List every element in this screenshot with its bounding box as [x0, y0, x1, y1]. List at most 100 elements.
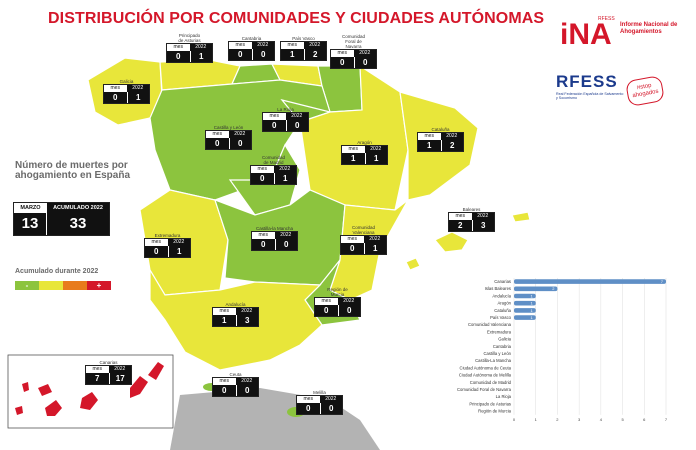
bar [514, 315, 536, 320]
canarias-islands [15, 362, 164, 416]
region-values: mes 2022 0 0 [212, 377, 259, 397]
region-values: mes 2022 0 0 [228, 41, 275, 61]
region-name: Galicia [119, 79, 134, 84]
bar [514, 279, 666, 284]
legend-swatch: + [87, 281, 111, 290]
region-values: mes 2022 0 0 [330, 49, 377, 69]
month-value: 1 [281, 49, 304, 60]
north-africa-shape [170, 388, 380, 450]
category-label: La Rioja [496, 394, 512, 399]
acum-value: 1 [273, 173, 296, 184]
month-value: 0 [263, 120, 286, 131]
category-label: Castilla-La Mancha [475, 358, 512, 363]
category-label: Galicia [498, 337, 511, 342]
acum-value: 2 [440, 140, 463, 151]
acum-value: 1 [126, 92, 149, 103]
acum-value: 3 [235, 315, 258, 326]
acum-value: 0 [274, 239, 297, 250]
month-value: 0 [252, 239, 275, 250]
ina-sup-text: RFESS [598, 16, 615, 22]
region-values: mes 2022 1 2 [280, 41, 327, 61]
mes-label: mes [92, 366, 102, 372]
bar [514, 300, 536, 306]
month-value: 0 [167, 51, 190, 62]
legend-title: Acumulado durante 2022 [15, 268, 99, 275]
summary-box: MARZO ACUMULADO 2022 13 33 [13, 202, 110, 236]
category-label: Aragón [497, 301, 511, 306]
region-values: mes 2022 1 1 [341, 145, 388, 165]
region-navarra: Comunidad Foral de Navarra mes 2022 0 0 [330, 34, 377, 69]
region-name: Comunidad Valenciana [351, 225, 375, 235]
summary-month-value: 13 [14, 213, 47, 235]
region-values: mes 2022 0 0 [251, 231, 298, 251]
mes-label: mes [219, 378, 229, 384]
region-name: Melilla [313, 390, 326, 395]
page-title: DISTRIBUCIÓN POR COMUNIDADES Y CIUDADES … [48, 10, 545, 27]
region-madrid: Comunidad de Madrid mes 2022 0 1 [250, 155, 297, 185]
x-tick-label: 2 [556, 417, 559, 422]
year-label: 2022 [235, 378, 258, 385]
year-label: 2022 [337, 298, 360, 305]
month-value: 0 [145, 246, 168, 257]
region-values: mes 2022 0 1 [103, 84, 150, 104]
legend-swatch [63, 281, 87, 290]
region-name: Comunidad de Madrid [261, 155, 285, 165]
mes-label: mes [424, 133, 434, 139]
acum-value: 0 [337, 305, 360, 316]
bar-chart: 0 1 2 3 4 5 6 7 Canarias 7 Islas Baleares 2 Andalucí… [457, 278, 668, 422]
category-label: Islas Baleares [485, 286, 511, 291]
ina-mark-text: iNA [560, 18, 612, 48]
bar [514, 308, 536, 313]
region-values: mes 2022 0 0 [314, 297, 361, 317]
acum-value: 0 [228, 138, 251, 149]
category-label: Comunidad Foral de Navarra [457, 387, 512, 392]
month-value: 1 [418, 140, 441, 151]
month-value: 2 [449, 220, 472, 231]
region-baleares: Baleares mes 2022 2 3 [448, 207, 495, 232]
category-label: Principado de Asturias [469, 401, 511, 406]
ina-text: Informe Nacional de Ahogamientos [620, 22, 678, 35]
acum-value: 1 [364, 153, 387, 164]
acum-value: 1 [363, 243, 386, 254]
mes-label: mes [287, 42, 297, 48]
year-label: 2022 [167, 239, 190, 246]
mes-label: mes [337, 50, 347, 56]
region-values: mes 2022 2 3 [448, 212, 495, 232]
year-label: 2022 [251, 42, 274, 49]
region-values: mes 2022 1 2 [417, 132, 464, 152]
year-label: 2022 [285, 113, 308, 120]
region-name: Comunidad Foral de Navarra [341, 34, 365, 49]
region-values: mes 2022 7 17 [85, 365, 132, 385]
region-aragon: Aragón mes 2022 1 1 [341, 140, 388, 165]
mes-label: mes [235, 42, 245, 48]
category-label: Cantabria [493, 344, 512, 349]
year-label: 2022 [108, 366, 131, 373]
x-tick-label: 1 [535, 417, 538, 422]
region-murcia: Región de Murcia mes 2022 0 0 [314, 287, 361, 317]
category-label: Comunidad Valenciana [468, 322, 512, 327]
year-label: 2022 [303, 42, 326, 49]
mes-label: mes [110, 85, 120, 91]
region-values: mes 2022 0 1 [166, 43, 213, 63]
mes-label: mes [321, 298, 331, 304]
region-name: Región de Murcia [327, 287, 348, 297]
year-label: 2022 [364, 146, 387, 153]
rfess-word: RFESS [556, 72, 618, 91]
x-tick-label: 6 [643, 417, 646, 422]
month-value: 7 [86, 373, 109, 384]
region-name: País Vasco [292, 36, 315, 41]
data-label: 2 [552, 286, 555, 291]
summary-title: Número de muertes por ahogamiento en Esp… [15, 160, 131, 181]
region-la-rioja: La Rioja mes 2022 0 0 [262, 107, 309, 132]
region-galicia: Galicia mes 2022 0 1 [103, 79, 150, 104]
year-label: 2022 [319, 396, 342, 403]
month-value: 0 [229, 49, 252, 60]
region-name: Andalucía [225, 302, 246, 307]
region-name: Castilla y León [213, 125, 244, 130]
region-name: La Rioja [277, 107, 294, 112]
mes-label: mes [212, 131, 222, 137]
data-label: 1 [530, 301, 533, 306]
region-values: mes 2022 0 1 [144, 238, 191, 258]
category-label: País Vasco [490, 315, 512, 320]
bar [514, 286, 558, 292]
